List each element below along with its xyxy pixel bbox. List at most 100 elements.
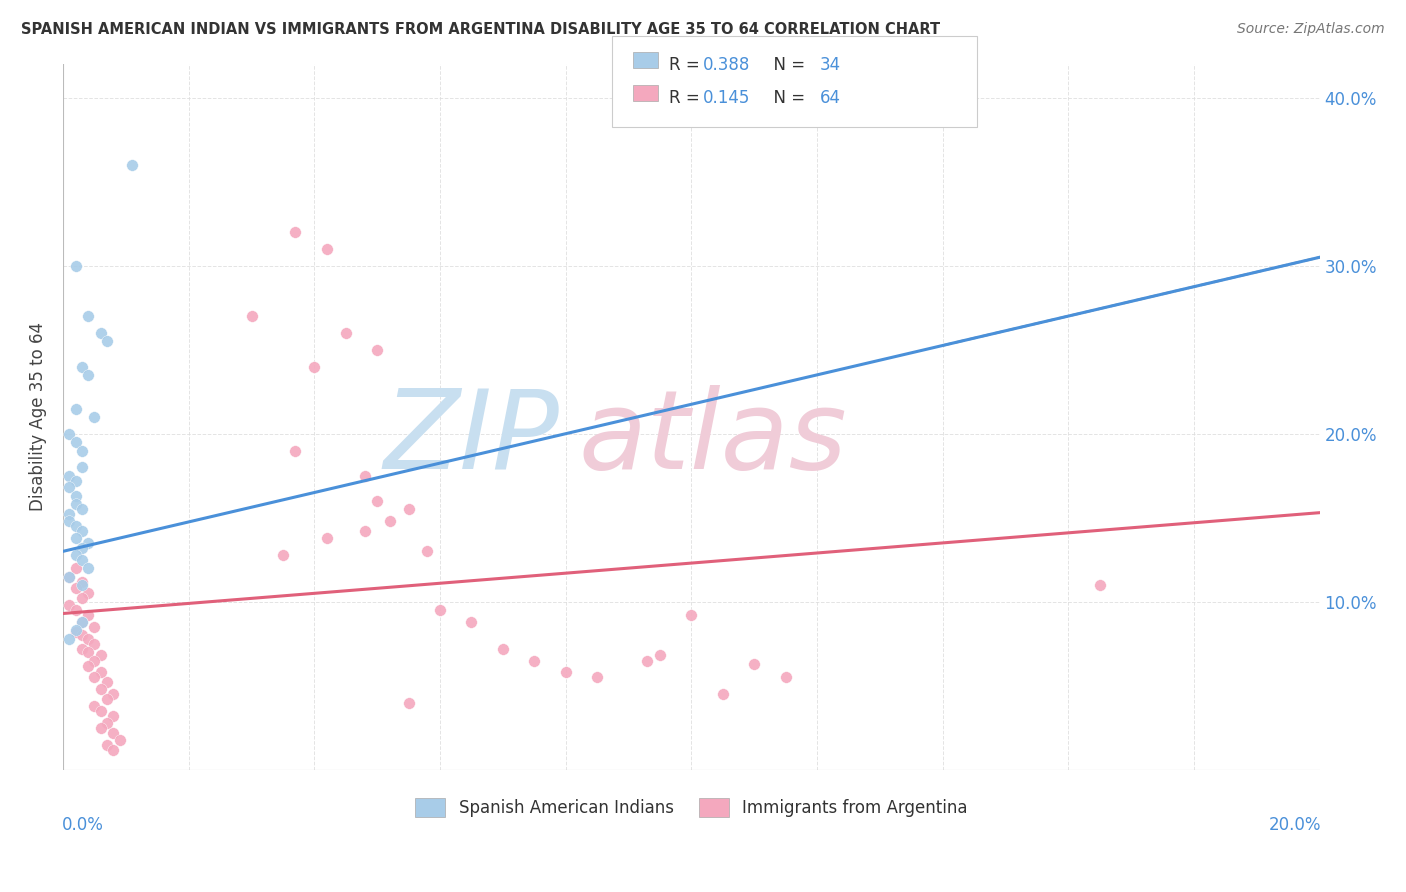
Point [70, 628, 93, 642]
Point [96, 715, 118, 730]
Point [742, 657, 765, 671]
Point [65, 259, 87, 273]
Point [366, 343, 388, 357]
Point [271, 548, 294, 562]
Point [58, 598, 80, 612]
Point [96, 738, 118, 752]
Text: 64: 64 [820, 89, 841, 107]
Point [90, 682, 112, 697]
Point [681, 608, 703, 623]
Point [77, 658, 100, 673]
Point [775, 670, 797, 684]
Text: 20.0%: 20.0% [1268, 815, 1320, 834]
Text: 0.145: 0.145 [703, 89, 751, 107]
Point [58, 569, 80, 583]
Point [77, 536, 100, 550]
Point [70, 574, 93, 589]
Point [103, 742, 125, 756]
Point [366, 494, 388, 508]
Point [77, 632, 100, 646]
Point [65, 624, 87, 638]
Point [77, 309, 100, 323]
Point [108, 732, 131, 747]
Point [284, 443, 307, 458]
Point [77, 586, 100, 600]
Point [65, 489, 87, 503]
Point [353, 524, 375, 538]
Point [636, 654, 658, 668]
Text: N =: N = [763, 56, 811, 74]
Point [316, 242, 339, 256]
Point [648, 648, 671, 663]
Point [586, 670, 609, 684]
Point [58, 632, 80, 646]
Text: 34: 34 [820, 56, 841, 74]
Text: Source: ZipAtlas.com: Source: ZipAtlas.com [1237, 22, 1385, 37]
Text: 0.388: 0.388 [703, 56, 751, 74]
Point [1088, 578, 1111, 592]
Point [90, 665, 112, 680]
Point [65, 474, 87, 488]
Point [83, 637, 105, 651]
Point [65, 548, 87, 562]
Point [96, 692, 118, 706]
Point [460, 615, 482, 629]
Point [70, 541, 93, 555]
Point [96, 675, 118, 690]
Point [103, 687, 125, 701]
Point [103, 726, 125, 740]
Point [83, 654, 105, 668]
Text: R =: R = [669, 56, 706, 74]
Text: atlas: atlas [578, 384, 846, 491]
Point [65, 561, 87, 575]
Point [70, 615, 93, 629]
Point [335, 326, 357, 340]
Point [65, 531, 87, 545]
Point [58, 569, 80, 583]
Point [65, 582, 87, 596]
Point [83, 698, 105, 713]
Point [58, 514, 80, 528]
Point [70, 359, 93, 374]
Text: ZIP: ZIP [384, 384, 560, 491]
Text: R =: R = [669, 89, 706, 107]
Point [70, 641, 93, 656]
Point [70, 460, 93, 475]
Point [554, 665, 576, 680]
Point [70, 591, 93, 606]
Point [90, 326, 112, 340]
Text: N =: N = [763, 89, 811, 107]
Point [90, 721, 112, 735]
Point [70, 552, 93, 566]
Point [304, 359, 326, 374]
Point [121, 158, 143, 172]
Point [58, 508, 80, 522]
Point [77, 645, 100, 659]
Point [492, 641, 515, 656]
Point [103, 709, 125, 723]
Point [65, 519, 87, 533]
Point [65, 624, 87, 639]
Point [58, 480, 80, 494]
Point [96, 334, 118, 349]
Point [70, 443, 93, 458]
Point [70, 578, 93, 592]
Point [378, 514, 401, 528]
Point [711, 687, 734, 701]
Point [77, 608, 100, 623]
Point [416, 544, 439, 558]
Y-axis label: Disability Age 35 to 64: Disability Age 35 to 64 [30, 322, 46, 511]
Point [429, 603, 451, 617]
Point [316, 531, 339, 545]
Point [284, 225, 307, 239]
Point [240, 309, 263, 323]
Point [83, 409, 105, 424]
Point [70, 502, 93, 516]
Point [398, 502, 420, 516]
Point [523, 654, 546, 668]
Point [70, 615, 93, 629]
Point [83, 620, 105, 634]
Point [70, 524, 93, 538]
Point [353, 468, 375, 483]
Point [77, 368, 100, 382]
